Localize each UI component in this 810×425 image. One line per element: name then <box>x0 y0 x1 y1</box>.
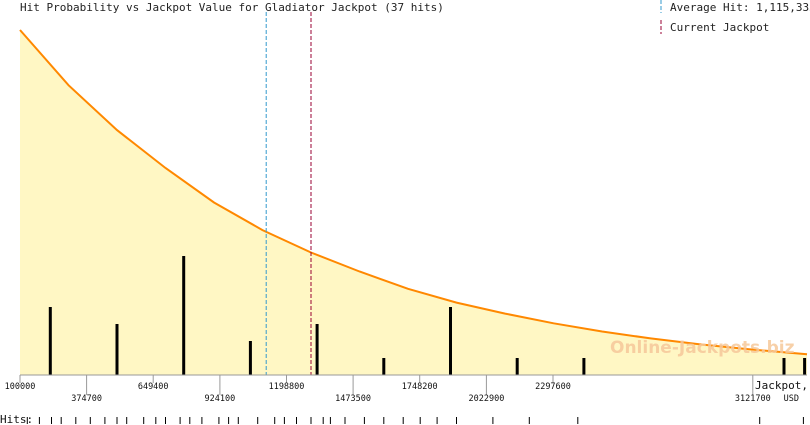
histogram-bar-5 <box>382 358 386 375</box>
x-axis-unit: USD <box>784 394 799 404</box>
x-axis: 100000 649400 1198800 1748200 2297600 374700 9… <box>5 374 807 404</box>
x-tick-label: 3121700 <box>735 394 771 404</box>
x-tick-label: 2297600 <box>535 382 571 392</box>
x-axis-label: Jackpot, <box>755 379 808 392</box>
x-tick-label: 924100 <box>205 394 236 404</box>
x-tick-label: 1473500 <box>335 394 371 404</box>
probability-curve <box>19 29 808 356</box>
histogram-bars <box>48 256 807 375</box>
histogram-bar-6 <box>449 307 452 375</box>
watermark: Online-Jackpots.biz <box>610 338 795 358</box>
legend: Average Hit: 1,115,335 Current Jackpot <box>660 0 810 34</box>
legend-current-label: Current Jackpot <box>670 21 769 34</box>
plot-area <box>19 12 808 375</box>
x-tick-label: 649400 <box>138 382 169 392</box>
x-tick-label: 1198800 <box>269 382 305 392</box>
histogram-bar-2 <box>182 256 186 375</box>
histogram-bar-1 <box>115 324 119 375</box>
x-tick-label: 2022900 <box>468 394 504 404</box>
hits-label: Hits: <box>0 413 33 425</box>
x-axis-ticks: 100000 649400 1198800 1748200 2297600 374700 9… <box>5 375 771 404</box>
histogram-bar-4 <box>315 324 319 375</box>
histogram-bar-9 <box>782 358 786 375</box>
histogram-bar-8 <box>582 358 586 375</box>
x-tick-label: 100000 <box>5 382 36 392</box>
chart-title: Hit Probability vs Jackpot Value for Gla… <box>20 1 444 14</box>
histogram-bar-3 <box>248 341 252 375</box>
hits-rug <box>26 417 804 424</box>
histogram-bar-0 <box>48 307 52 375</box>
x-tick-label: 1748200 <box>402 382 438 392</box>
probability-area <box>20 30 807 375</box>
legend-average-label: Average Hit: 1,115,335 <box>670 1 810 14</box>
histogram-bar-10 <box>803 358 807 375</box>
histogram-bar-7 <box>515 358 519 375</box>
x-tick-label: 374700 <box>71 394 102 404</box>
